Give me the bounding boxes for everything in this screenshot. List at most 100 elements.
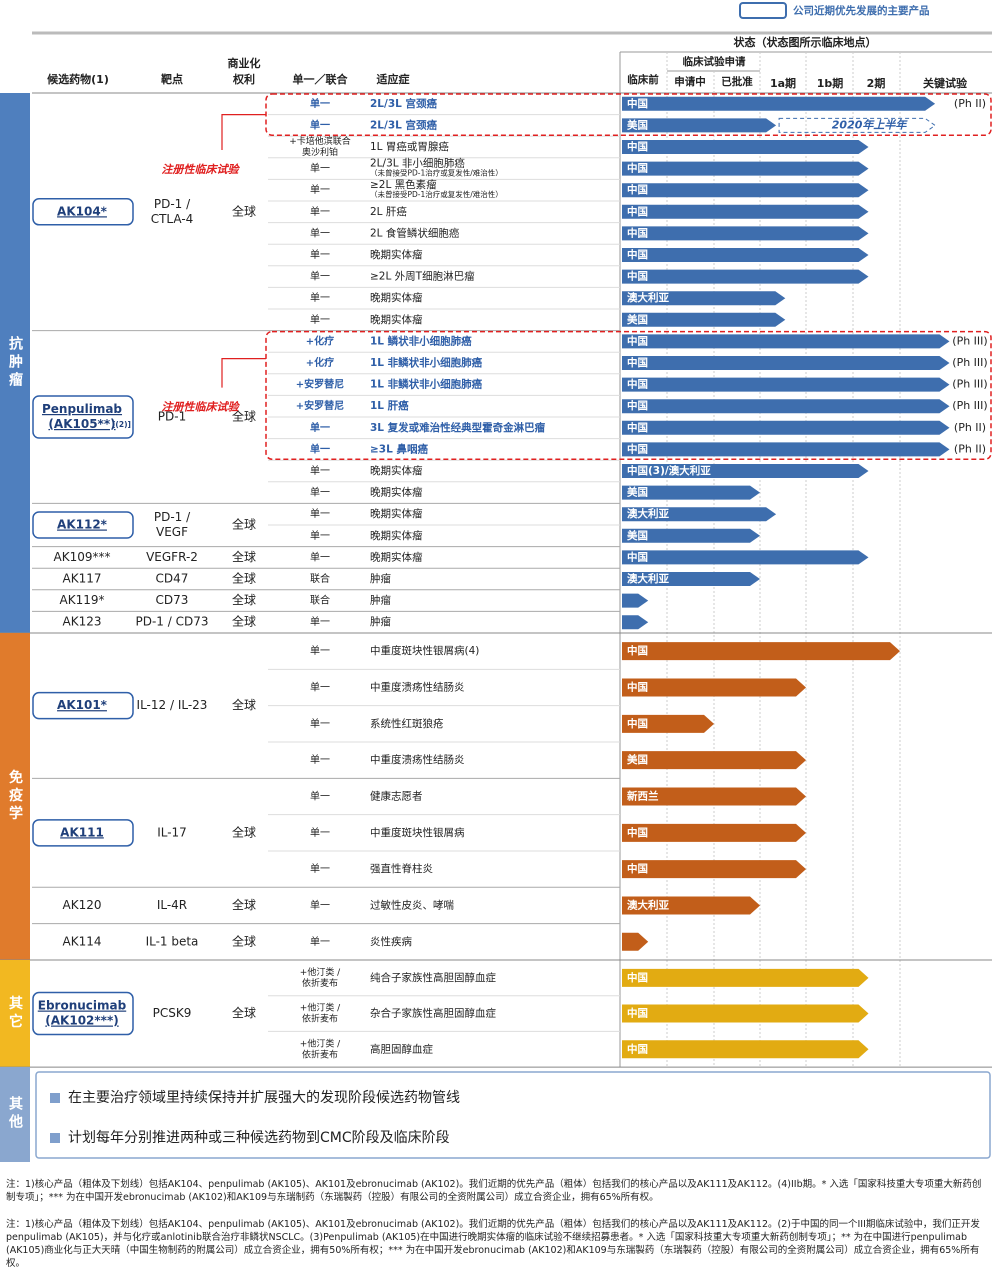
indication: 2L 食管鳞状细胞癌 [370, 226, 460, 239]
progress-bar [622, 334, 950, 349]
combo: +安罗替尼 [296, 399, 344, 412]
header: 已批准 [721, 75, 753, 88]
progress-bar [622, 615, 649, 630]
combo: +化疗 [306, 356, 334, 369]
drug-box [32, 198, 134, 226]
drug-name: AK112* [57, 518, 108, 532]
indication: 2L/3L 宫颈癌 [370, 118, 437, 131]
category-label: 其它 [7, 996, 23, 1032]
combo: +他汀类 / [300, 1037, 341, 1049]
location: 新西兰 [627, 789, 659, 802]
progress-bar [622, 485, 760, 500]
location: 中国 [627, 550, 648, 563]
drug-name: (AK102***) [45, 1014, 118, 1028]
combo: 单一 [310, 718, 330, 730]
phase-label: (Ph II) [954, 421, 986, 434]
drug-name: AK114 [63, 934, 102, 948]
combo: 单一 [310, 465, 330, 477]
location: 中国 [627, 270, 648, 283]
location: 中国 [627, 399, 648, 412]
header: 临床试验申请 [683, 55, 746, 68]
target: IL-12 / IL-23 [137, 698, 208, 712]
indication: 炎性疾病 [370, 935, 412, 948]
drug-name: AK120 [63, 898, 102, 912]
progress-bar [622, 377, 950, 392]
location: 澳大利亚 [627, 572, 669, 585]
indication: 1L 胃癌或胃腺癌 [370, 140, 449, 153]
drug-box [32, 395, 134, 439]
indication: 1L 鳞状非小细胞肺癌 [370, 334, 472, 347]
indication: （未曾接受PD-1治疗或复发性/难治性） [370, 189, 503, 199]
location: 中国 [627, 971, 648, 984]
progress-bar [622, 226, 869, 241]
indication: 中重度斑块性银屑病 [370, 826, 465, 839]
progress-bar [622, 291, 786, 306]
combo: 单一 [310, 551, 330, 563]
planned-bar [778, 117, 936, 133]
location: 中国 [627, 1042, 648, 1055]
drug-box [32, 819, 134, 847]
category-band [0, 960, 30, 1068]
indication: 肿瘤 [370, 594, 391, 607]
header: 候选药物(1) [47, 72, 109, 86]
indication: 3L 复发或难治性经典型霍奇金淋巴瘤 [370, 421, 546, 434]
rights: 全球 [232, 697, 256, 712]
combo: 单一 [310, 184, 330, 196]
bullet-text: 计划每年分别推进两种或三种候选药物到CMC阶段及临床阶段 [68, 1130, 450, 1146]
location: 澳大利亚 [627, 507, 669, 520]
location: 中国 [627, 97, 648, 110]
indication: 健康志愿者 [370, 789, 423, 802]
drug-name: AK117 [63, 572, 102, 586]
drug-name: Ebronucimab [38, 999, 127, 1013]
registration-connector [221, 113, 266, 150]
location: 中国 [627, 442, 648, 455]
bullet-text: 在主要治疗领域里持续保持并扩展强大的发现阶段候选药物管线 [68, 1089, 460, 1106]
rights: 全球 [232, 1005, 256, 1020]
combo: 单一 [310, 899, 330, 911]
legend-text: 公司近期优先发展的主要产品 [793, 4, 930, 17]
location: 美国 [627, 118, 648, 131]
progress-bar [622, 1004, 869, 1023]
combo: 单一 [310, 681, 330, 693]
location: 中国 [627, 1007, 648, 1020]
location: 澳大利亚 [627, 291, 669, 304]
indication: ≥2L 黑色素瘤 [370, 178, 437, 191]
indication: 杂合子家族性高胆固醇血症 [370, 1007, 496, 1020]
target: PD-1 / [154, 197, 191, 211]
combo: +他汀类 / [300, 1002, 341, 1014]
indication: 晚期实体瘤 [370, 507, 423, 520]
progress-bar [622, 642, 900, 661]
header: 临床前 [627, 73, 659, 86]
location: 澳大利亚 [627, 898, 669, 911]
indication: 肿瘤 [370, 572, 391, 585]
category-band [0, 93, 30, 633]
drug-box [32, 691, 134, 720]
combo: 单一 [310, 790, 330, 802]
progress-bar [622, 1040, 869, 1059]
rights: 全球 [232, 933, 256, 948]
progress-bar [622, 572, 760, 586]
drug-name: AK104* [57, 204, 108, 218]
category-label: 其他 [7, 1096, 24, 1132]
location: 中国 [627, 826, 648, 839]
progress-bar [622, 183, 869, 198]
indication: 晚期实体瘤 [370, 529, 423, 542]
indication: ≥2L 外周T细胞淋巴瘤 [370, 270, 475, 283]
header: 1a期 [770, 76, 796, 90]
target: CD73 [156, 593, 189, 607]
phase-label: (Ph III) [952, 399, 987, 412]
header: 适应症 [377, 72, 410, 86]
combo: 单一 [310, 227, 330, 239]
phase-label: (Ph III) [952, 356, 987, 369]
indication: （未曾接受PD-1治疗或复发性/难治性） [370, 168, 503, 178]
location: 中国(3)/澳大利亚 [627, 464, 711, 477]
registration-connector [221, 358, 266, 388]
target: IL-17 [157, 825, 187, 839]
indication: 中重度溃疡性结肠炎 [370, 680, 465, 693]
progress-bar [622, 420, 950, 435]
combo: 单一 [310, 97, 330, 110]
target: PD-1 [158, 410, 186, 424]
combo: 单一 [310, 487, 330, 499]
location: 中国 [627, 378, 648, 391]
combo: 单一 [310, 863, 330, 875]
